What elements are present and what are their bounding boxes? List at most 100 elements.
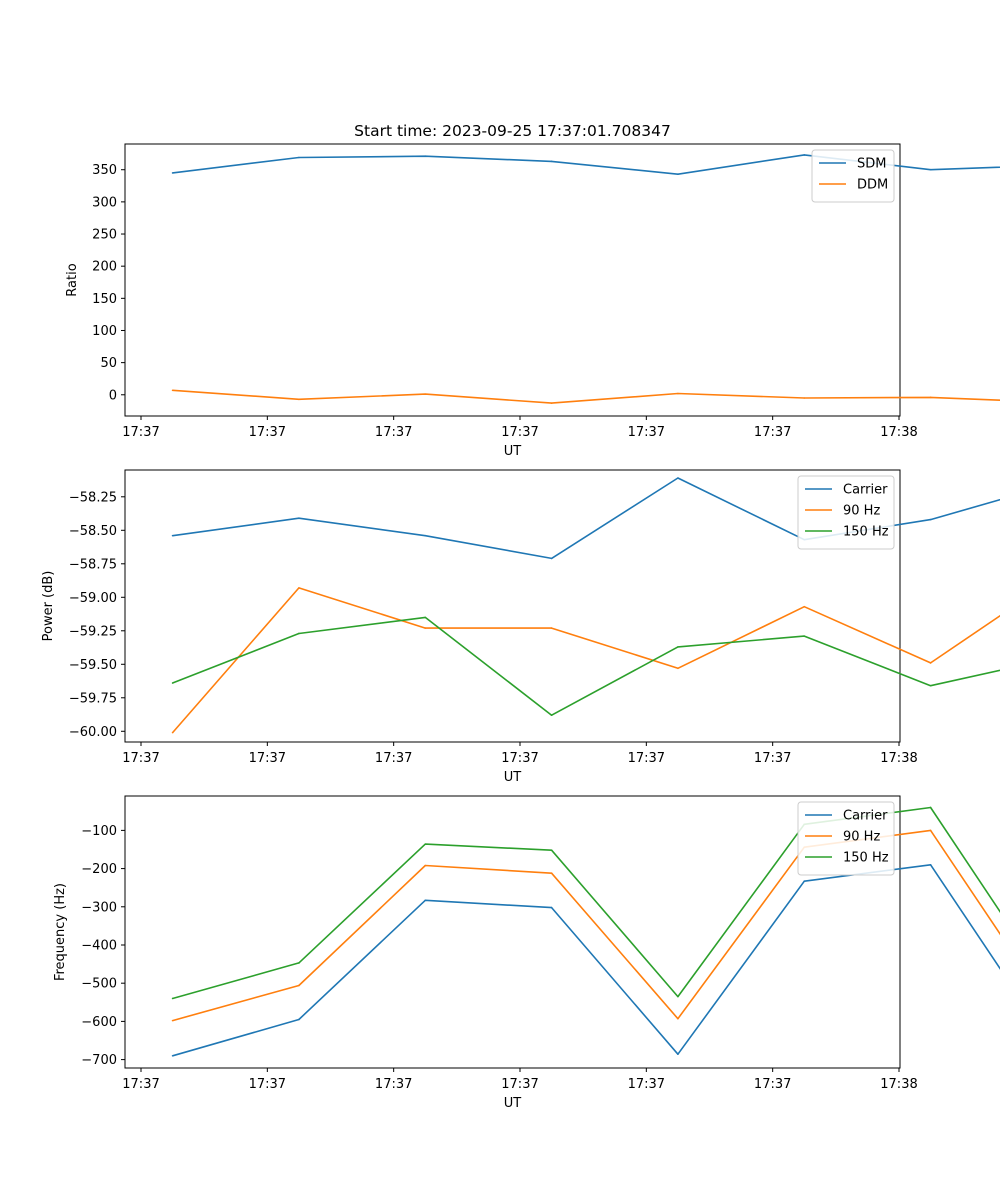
data-point <box>929 863 932 866</box>
data-point <box>424 627 427 629</box>
x-tick-label: 17:37 <box>375 751 412 766</box>
series-line-ddm <box>172 389 1000 404</box>
data-point <box>171 1019 174 1022</box>
y-tick-label: 50 <box>100 356 117 371</box>
data-point <box>550 557 553 560</box>
y-tick-label: −59.25 <box>69 624 117 639</box>
x-tick-label: 17:37 <box>249 751 286 766</box>
data-point <box>424 616 427 619</box>
x-tick-label: 17:37 <box>249 425 286 440</box>
axes-frame <box>124 143 901 417</box>
data-point <box>929 662 932 664</box>
y-tick-label: 150 <box>92 292 117 307</box>
series-line-carrier <box>172 477 1000 560</box>
x-tick-label: 17:37 <box>249 1077 286 1092</box>
data-point <box>550 160 553 163</box>
data-point <box>424 843 427 845</box>
axes-frame <box>124 469 901 743</box>
data-point <box>298 962 300 964</box>
x-tick-label: 17:37 <box>501 425 538 440</box>
x-tick-label: 17:37 <box>375 1077 412 1092</box>
data-point <box>298 156 300 159</box>
data-point <box>677 1017 679 1020</box>
y-tick-label: −59.50 <box>69 658 117 673</box>
legend-label: 150 Hz <box>843 851 889 866</box>
y-tick-label: −700 <box>81 1053 117 1068</box>
data-point <box>298 984 300 987</box>
data-point <box>929 684 932 687</box>
data-point <box>424 864 427 867</box>
data-point <box>803 397 806 399</box>
data-point <box>424 155 427 158</box>
data-point <box>171 997 174 1000</box>
legend-label: 150 Hz <box>843 525 889 540</box>
data-point <box>550 906 553 909</box>
y-axis-label: Power (dB) <box>41 571 56 642</box>
data-point <box>677 1053 679 1056</box>
data-point <box>424 393 427 395</box>
x-tick-label: 17:37 <box>628 1077 665 1092</box>
y-tick-label: 300 <box>92 195 117 210</box>
data-point <box>803 880 806 882</box>
chart-panel-3: −700 −600 −500 −400 −300 −200 −100 17:37 17:37 17… <box>53 795 1000 1111</box>
data-point <box>298 517 300 520</box>
x-axis-label: UT <box>504 770 522 785</box>
y-tick-label: 0 <box>109 388 117 403</box>
y-tick-label: 250 <box>92 228 117 243</box>
series-line-150-hz <box>172 616 1000 717</box>
y-tick-label: −100 <box>81 824 117 839</box>
x-tick-label: 17:37 <box>375 425 412 440</box>
data-point <box>929 829 932 832</box>
x-tick-label: 17:37 <box>122 425 159 440</box>
figure-title: Start time: 2023-09-25 17:37:01.708347 <box>354 122 671 140</box>
data-point <box>677 173 679 176</box>
y-tick-label: 200 <box>92 260 117 275</box>
data-point <box>424 899 427 902</box>
data-point <box>929 518 932 521</box>
data-point <box>550 402 553 404</box>
data-point <box>171 172 174 174</box>
x-tick-label: 17:37 <box>754 425 791 440</box>
y-tick-label: −58.25 <box>69 490 117 505</box>
data-point <box>171 1054 174 1057</box>
x-tick-label: 17:38 <box>880 1077 917 1092</box>
y-tick-label: −59.75 <box>69 691 117 706</box>
data-point <box>929 806 932 809</box>
x-tick-label: 17:37 <box>628 425 665 440</box>
x-tick-label: 17:37 <box>501 1077 538 1092</box>
y-axis-label: Ratio <box>65 263 80 296</box>
data-point <box>424 534 427 537</box>
y-tick-label: 100 <box>92 324 117 339</box>
x-tick-label: 17:38 <box>880 425 917 440</box>
legend-label: 90 Hz <box>843 830 880 845</box>
x-tick-label: 17:37 <box>122 751 159 766</box>
chart-panel-2: −60.00 −59.75 −59.50 −59.25 −59.00 −58.75 −58.… <box>41 469 1000 785</box>
data-point <box>677 646 679 648</box>
data-point <box>171 389 174 392</box>
data-point <box>550 714 553 717</box>
chart-panel-1: 0 50 100 150 200 250 300 350 17:37 17:37 17:37 17:3… <box>65 143 1000 459</box>
data-point <box>171 534 174 537</box>
data-point <box>298 632 300 635</box>
legend-label: SDM <box>857 157 886 172</box>
y-tick-label: −60.00 <box>69 725 117 740</box>
data-point <box>298 398 300 401</box>
y-tick-label: −400 <box>81 938 117 953</box>
legend-label: DDM <box>857 178 888 193</box>
x-axis-label: UT <box>504 1096 522 1111</box>
data-point <box>298 587 300 589</box>
data-point <box>677 392 679 395</box>
x-tick-label: 17:37 <box>754 1077 791 1092</box>
y-axis-label: Frequency (Hz) <box>53 883 68 981</box>
data-point <box>677 667 679 670</box>
y-tick-label: −58.75 <box>69 557 117 572</box>
x-tick-label: 17:37 <box>628 751 665 766</box>
y-tick-label: −58.50 <box>69 524 117 539</box>
data-point <box>803 154 806 156</box>
data-point <box>550 627 553 629</box>
data-point <box>171 731 174 734</box>
series-line-sdm <box>172 154 1000 175</box>
data-point <box>803 605 806 608</box>
data-point <box>929 168 932 171</box>
